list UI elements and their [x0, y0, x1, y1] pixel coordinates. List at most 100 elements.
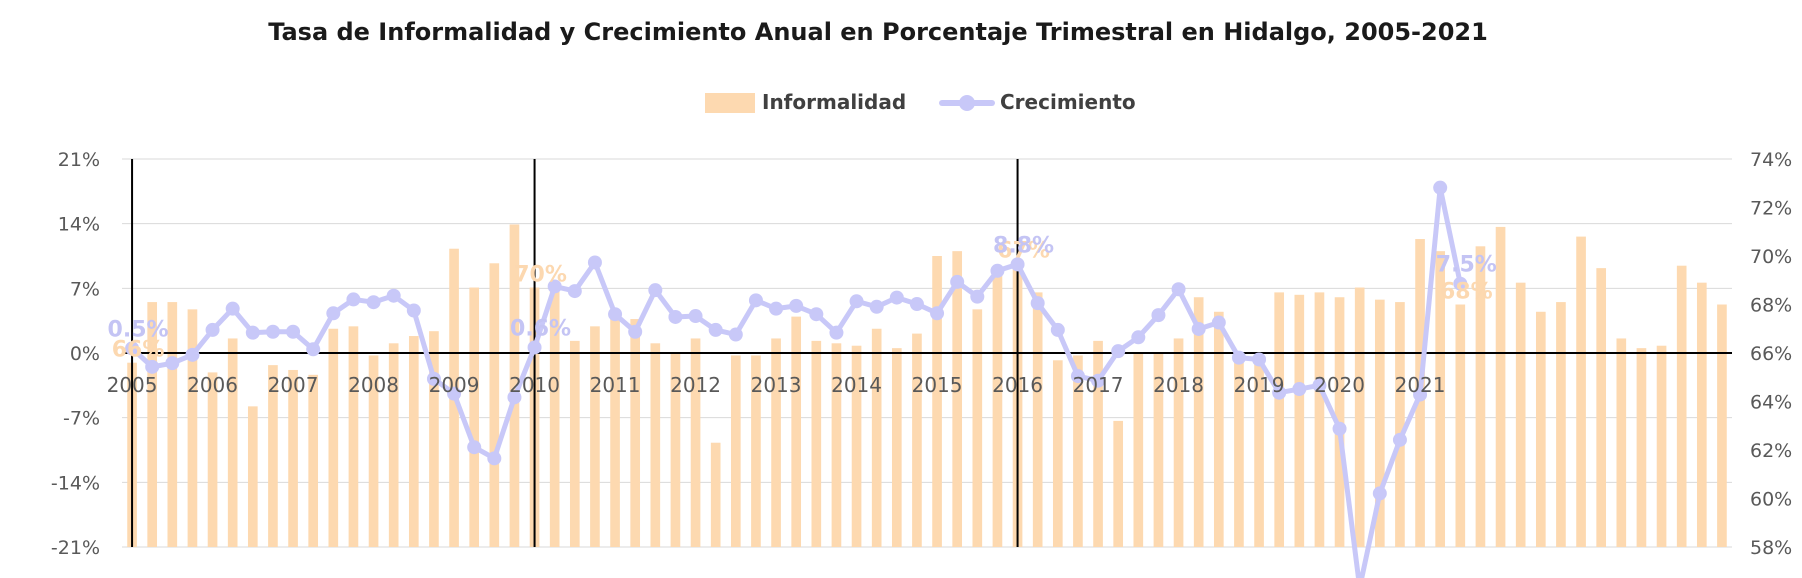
- crecimiento-point: [1091, 373, 1106, 388]
- crecimiento-point: [1191, 321, 1206, 336]
- x-year-label: 2009: [429, 373, 480, 397]
- crecimiento-point: [1070, 369, 1085, 384]
- x-year-label: 2011: [590, 373, 641, 397]
- informalidad-bar: [710, 442, 721, 547]
- informalidad-bar: [469, 287, 480, 547]
- informalidad-bar: [1656, 345, 1667, 547]
- informalidad-bar: [408, 336, 419, 547]
- x-axis-year-labels: 2005 2006 2007 2008 2009 2010 2011 2012 2013 2014…: [107, 373, 1446, 397]
- x-year-label: 2016: [992, 373, 1043, 397]
- informalidad-bar: [1515, 282, 1526, 547]
- crecimiento-point: [809, 307, 824, 322]
- informalidad-bar: [992, 270, 1003, 547]
- informalidad-bar: [1435, 251, 1446, 547]
- crecimiento-point: [567, 284, 582, 299]
- informalidad-bar: [1717, 304, 1727, 547]
- informalidad-bar: [308, 374, 319, 547]
- informalidad-bar: [227, 338, 238, 547]
- right-axis-ticks: 58% 60% 62% 64% 66% 68% 70% 72% 74%: [1750, 149, 1792, 559]
- legend: Informalidad Crecimiento: [705, 90, 1136, 114]
- crecimiento-point: [426, 371, 441, 386]
- informalidad-bar: [288, 369, 298, 547]
- crecimiento-point: [1453, 276, 1468, 291]
- informalidad-bar: [549, 282, 560, 547]
- informalidad-bar: [670, 353, 681, 547]
- informalidad-bar: [891, 348, 902, 547]
- left-tick-label: -7%: [63, 408, 100, 430]
- legend-label-informalidad: Informalidad: [762, 90, 906, 114]
- data-label-informalidad: 70%: [514, 263, 567, 288]
- informalidad-bar: [1193, 297, 1204, 547]
- crecimiento-point: [930, 306, 945, 321]
- informalidad-bar: [730, 355, 741, 547]
- crecimiento-point: [447, 386, 462, 401]
- informalidad-bar: [429, 331, 439, 547]
- informalidad-bar: [811, 340, 822, 547]
- crecimiento-point: [165, 356, 180, 371]
- left-tick-label: 7%: [70, 278, 100, 300]
- informalidad-bar: [1153, 353, 1164, 547]
- crecimiento-line: [125, 180, 1468, 578]
- informalidad-bar: [952, 251, 963, 547]
- legend-label-crecimiento: Crecimiento: [1000, 90, 1136, 114]
- informalidad-bar: [650, 343, 661, 547]
- right-tick-label: 58%: [1750, 537, 1792, 559]
- crecimiento-point: [487, 451, 502, 466]
- crecimiento-point: [1372, 486, 1387, 501]
- crecimiento-point: [326, 306, 341, 321]
- informalidad-bar: [1556, 302, 1566, 547]
- crecimiento-point: [608, 307, 623, 322]
- informalidad-bar: [207, 372, 218, 547]
- informalidad-bar: [630, 319, 641, 547]
- informalidad-bar: [1093, 340, 1103, 547]
- crecimiento-point: [950, 274, 965, 289]
- informalidad-bar: [509, 224, 520, 547]
- x-year-label: 2018: [1153, 373, 1204, 397]
- left-tick-label: 21%: [58, 149, 100, 171]
- data-label-crecimiento: 0.5%: [108, 317, 169, 342]
- left-tick-label: -14%: [51, 472, 100, 494]
- informalidad-bar: [187, 309, 198, 547]
- x-year-label: 2005: [107, 373, 158, 397]
- informalidad-bar: [1636, 348, 1647, 547]
- crecimiento-point: [346, 292, 361, 307]
- crecimiento-point: [869, 299, 884, 314]
- crecimiento-point: [889, 290, 904, 305]
- crecimiento-point: [286, 324, 301, 339]
- crecimiento-point: [386, 288, 401, 303]
- crecimiento-point: [688, 309, 703, 324]
- crecimiento-point: [628, 324, 643, 339]
- informalidad-bar: [851, 345, 862, 547]
- crecimiento-point: [265, 324, 280, 339]
- right-tick-label: 60%: [1750, 489, 1792, 511]
- informalidad-bar: [912, 333, 922, 547]
- informalidad-bar: [1274, 292, 1285, 547]
- informalidad-bar: [1314, 292, 1325, 547]
- informalidad-bar: [972, 309, 983, 547]
- right-tick-label: 68%: [1750, 295, 1792, 317]
- crecimiento-point: [527, 340, 542, 355]
- informalidad-bar: [871, 328, 882, 547]
- crecimiento-point: [1413, 387, 1428, 402]
- crecimiento-point: [587, 255, 602, 270]
- informalidad-bar: [489, 263, 500, 547]
- data-label-informalidad: 67%: [997, 238, 1050, 263]
- chart-title: Tasa de Informalidad y Crecimiento Anual…: [268, 18, 1488, 46]
- right-tick-label: 64%: [1750, 392, 1792, 414]
- crecimiento-point: [789, 298, 804, 313]
- data-label-informalidad: 68%: [1440, 280, 1493, 305]
- crecimiento-point: [507, 390, 522, 405]
- crecimiento-point: [1433, 180, 1448, 195]
- right-tick-label: 72%: [1750, 198, 1792, 220]
- right-tick-label: 66%: [1750, 343, 1792, 365]
- x-year-label: 2014: [831, 373, 882, 397]
- informalidad-bar: [791, 316, 802, 547]
- crecimiento-point: [245, 325, 260, 340]
- informalidad-bar: [388, 343, 399, 547]
- crecimiento-point: [970, 289, 985, 304]
- crecimiento-point: [1111, 344, 1126, 359]
- crecimiento-point: [668, 309, 683, 324]
- informalidad-bar: [1032, 292, 1043, 547]
- informalidad-bar: [610, 314, 620, 547]
- informalidad-bar: [268, 365, 278, 547]
